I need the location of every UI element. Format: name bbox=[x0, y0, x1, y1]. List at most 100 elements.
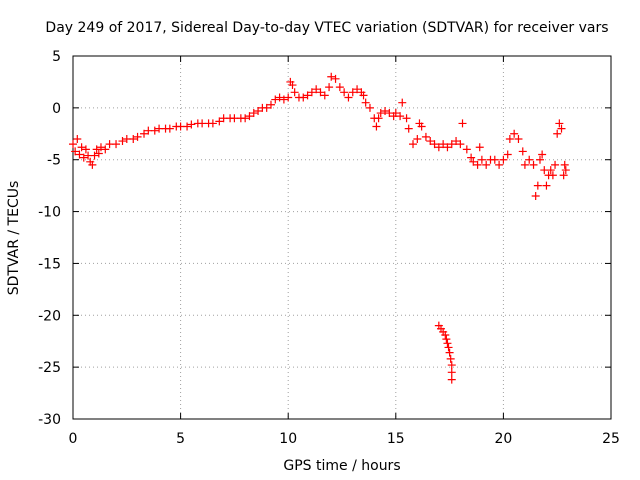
chart-title: Day 249 of 2017, Sidereal Day-to-day VTE… bbox=[45, 20, 608, 36]
y-tick-label: -5 bbox=[47, 153, 61, 169]
data-point bbox=[331, 74, 340, 83]
data-point bbox=[555, 119, 564, 128]
data-point bbox=[359, 91, 368, 100]
data-point bbox=[320, 91, 329, 100]
data-point bbox=[402, 114, 411, 123]
data-point bbox=[446, 354, 455, 363]
data-point bbox=[215, 117, 224, 126]
data-point bbox=[533, 181, 542, 190]
data-point bbox=[467, 153, 476, 162]
data-point bbox=[391, 109, 400, 118]
data-point bbox=[439, 140, 448, 149]
data-point bbox=[94, 149, 103, 158]
data-point bbox=[73, 134, 82, 143]
plot-frame bbox=[72, 55, 612, 420]
data-point bbox=[447, 140, 456, 149]
data-point bbox=[482, 160, 491, 169]
data-point bbox=[510, 129, 519, 138]
y-tick-label: -20 bbox=[38, 308, 61, 324]
data-point bbox=[118, 137, 127, 146]
data-point bbox=[69, 140, 77, 149]
data-point bbox=[187, 120, 196, 129]
data-point bbox=[381, 106, 390, 115]
data-point bbox=[266, 100, 275, 109]
data-point bbox=[361, 98, 370, 107]
data-point bbox=[462, 145, 471, 154]
data-point bbox=[458, 119, 467, 128]
data-point bbox=[348, 88, 357, 97]
data-point bbox=[413, 134, 422, 143]
data-point bbox=[208, 119, 217, 128]
data-point bbox=[404, 124, 413, 133]
y-tick-label: -15 bbox=[38, 256, 61, 272]
data-point bbox=[447, 361, 456, 370]
data-point bbox=[443, 143, 452, 152]
data-point bbox=[290, 88, 299, 97]
data-point bbox=[421, 132, 430, 141]
data-point bbox=[90, 151, 99, 160]
data-point bbox=[353, 85, 362, 94]
data-point bbox=[505, 134, 514, 143]
data-point bbox=[561, 166, 570, 175]
data-point bbox=[525, 155, 534, 164]
y-axis-label: SDTVAR / TECUs bbox=[6, 181, 22, 296]
data-point bbox=[312, 85, 321, 94]
y-tick-label: 5 bbox=[52, 49, 61, 65]
data-point bbox=[546, 166, 555, 175]
data-point bbox=[469, 157, 478, 166]
data-point bbox=[254, 106, 263, 115]
data-point bbox=[303, 91, 312, 100]
grid-lines bbox=[73, 56, 611, 419]
data-point bbox=[531, 192, 540, 201]
data-point bbox=[445, 348, 454, 357]
data-point bbox=[520, 160, 529, 169]
data-point bbox=[409, 140, 418, 149]
data-point bbox=[133, 132, 142, 141]
data-point bbox=[396, 112, 405, 121]
data-point bbox=[551, 160, 560, 169]
data-point bbox=[417, 122, 426, 131]
x-axis-label: GPS time / hours bbox=[283, 458, 400, 474]
data-point bbox=[307, 88, 316, 97]
data-point bbox=[71, 147, 80, 156]
data-point bbox=[325, 83, 334, 92]
data-point bbox=[456, 140, 465, 149]
y-tick-label: -30 bbox=[38, 412, 61, 428]
data-points bbox=[69, 72, 570, 384]
data-point bbox=[340, 88, 349, 97]
data-point bbox=[112, 140, 121, 149]
data-point bbox=[344, 93, 353, 102]
data-point bbox=[183, 122, 192, 131]
data-point bbox=[288, 81, 297, 90]
x-tick-label: 5 bbox=[176, 431, 185, 447]
data-point bbox=[101, 145, 110, 154]
data-point bbox=[495, 160, 504, 169]
data-point bbox=[372, 122, 381, 131]
data-point bbox=[376, 109, 385, 118]
data-point bbox=[241, 114, 250, 123]
data-point bbox=[75, 150, 84, 159]
data-point bbox=[92, 145, 101, 154]
data-point bbox=[503, 150, 512, 159]
data-point bbox=[165, 124, 174, 133]
data-point bbox=[490, 155, 499, 164]
axis-ticks: 0 5 10 15 20 25 5 0 -5 -10 -15 -20 -25 -30 bbox=[38, 49, 620, 447]
data-point bbox=[529, 160, 538, 169]
data-point bbox=[365, 103, 374, 112]
data-point bbox=[553, 129, 562, 138]
data-point bbox=[81, 145, 90, 154]
data-point bbox=[374, 114, 383, 123]
data-point bbox=[447, 375, 456, 384]
data-point bbox=[77, 143, 86, 152]
y-tick-label: -10 bbox=[38, 205, 61, 221]
data-point bbox=[535, 155, 544, 164]
data-point bbox=[452, 137, 461, 146]
data-point bbox=[499, 155, 508, 164]
data-point bbox=[473, 160, 482, 169]
x-tick-label: 0 bbox=[69, 431, 78, 447]
data-point bbox=[442, 335, 451, 344]
data-point bbox=[327, 72, 336, 81]
y-tick-label: 0 bbox=[52, 101, 61, 117]
x-tick-label: 20 bbox=[494, 431, 512, 447]
